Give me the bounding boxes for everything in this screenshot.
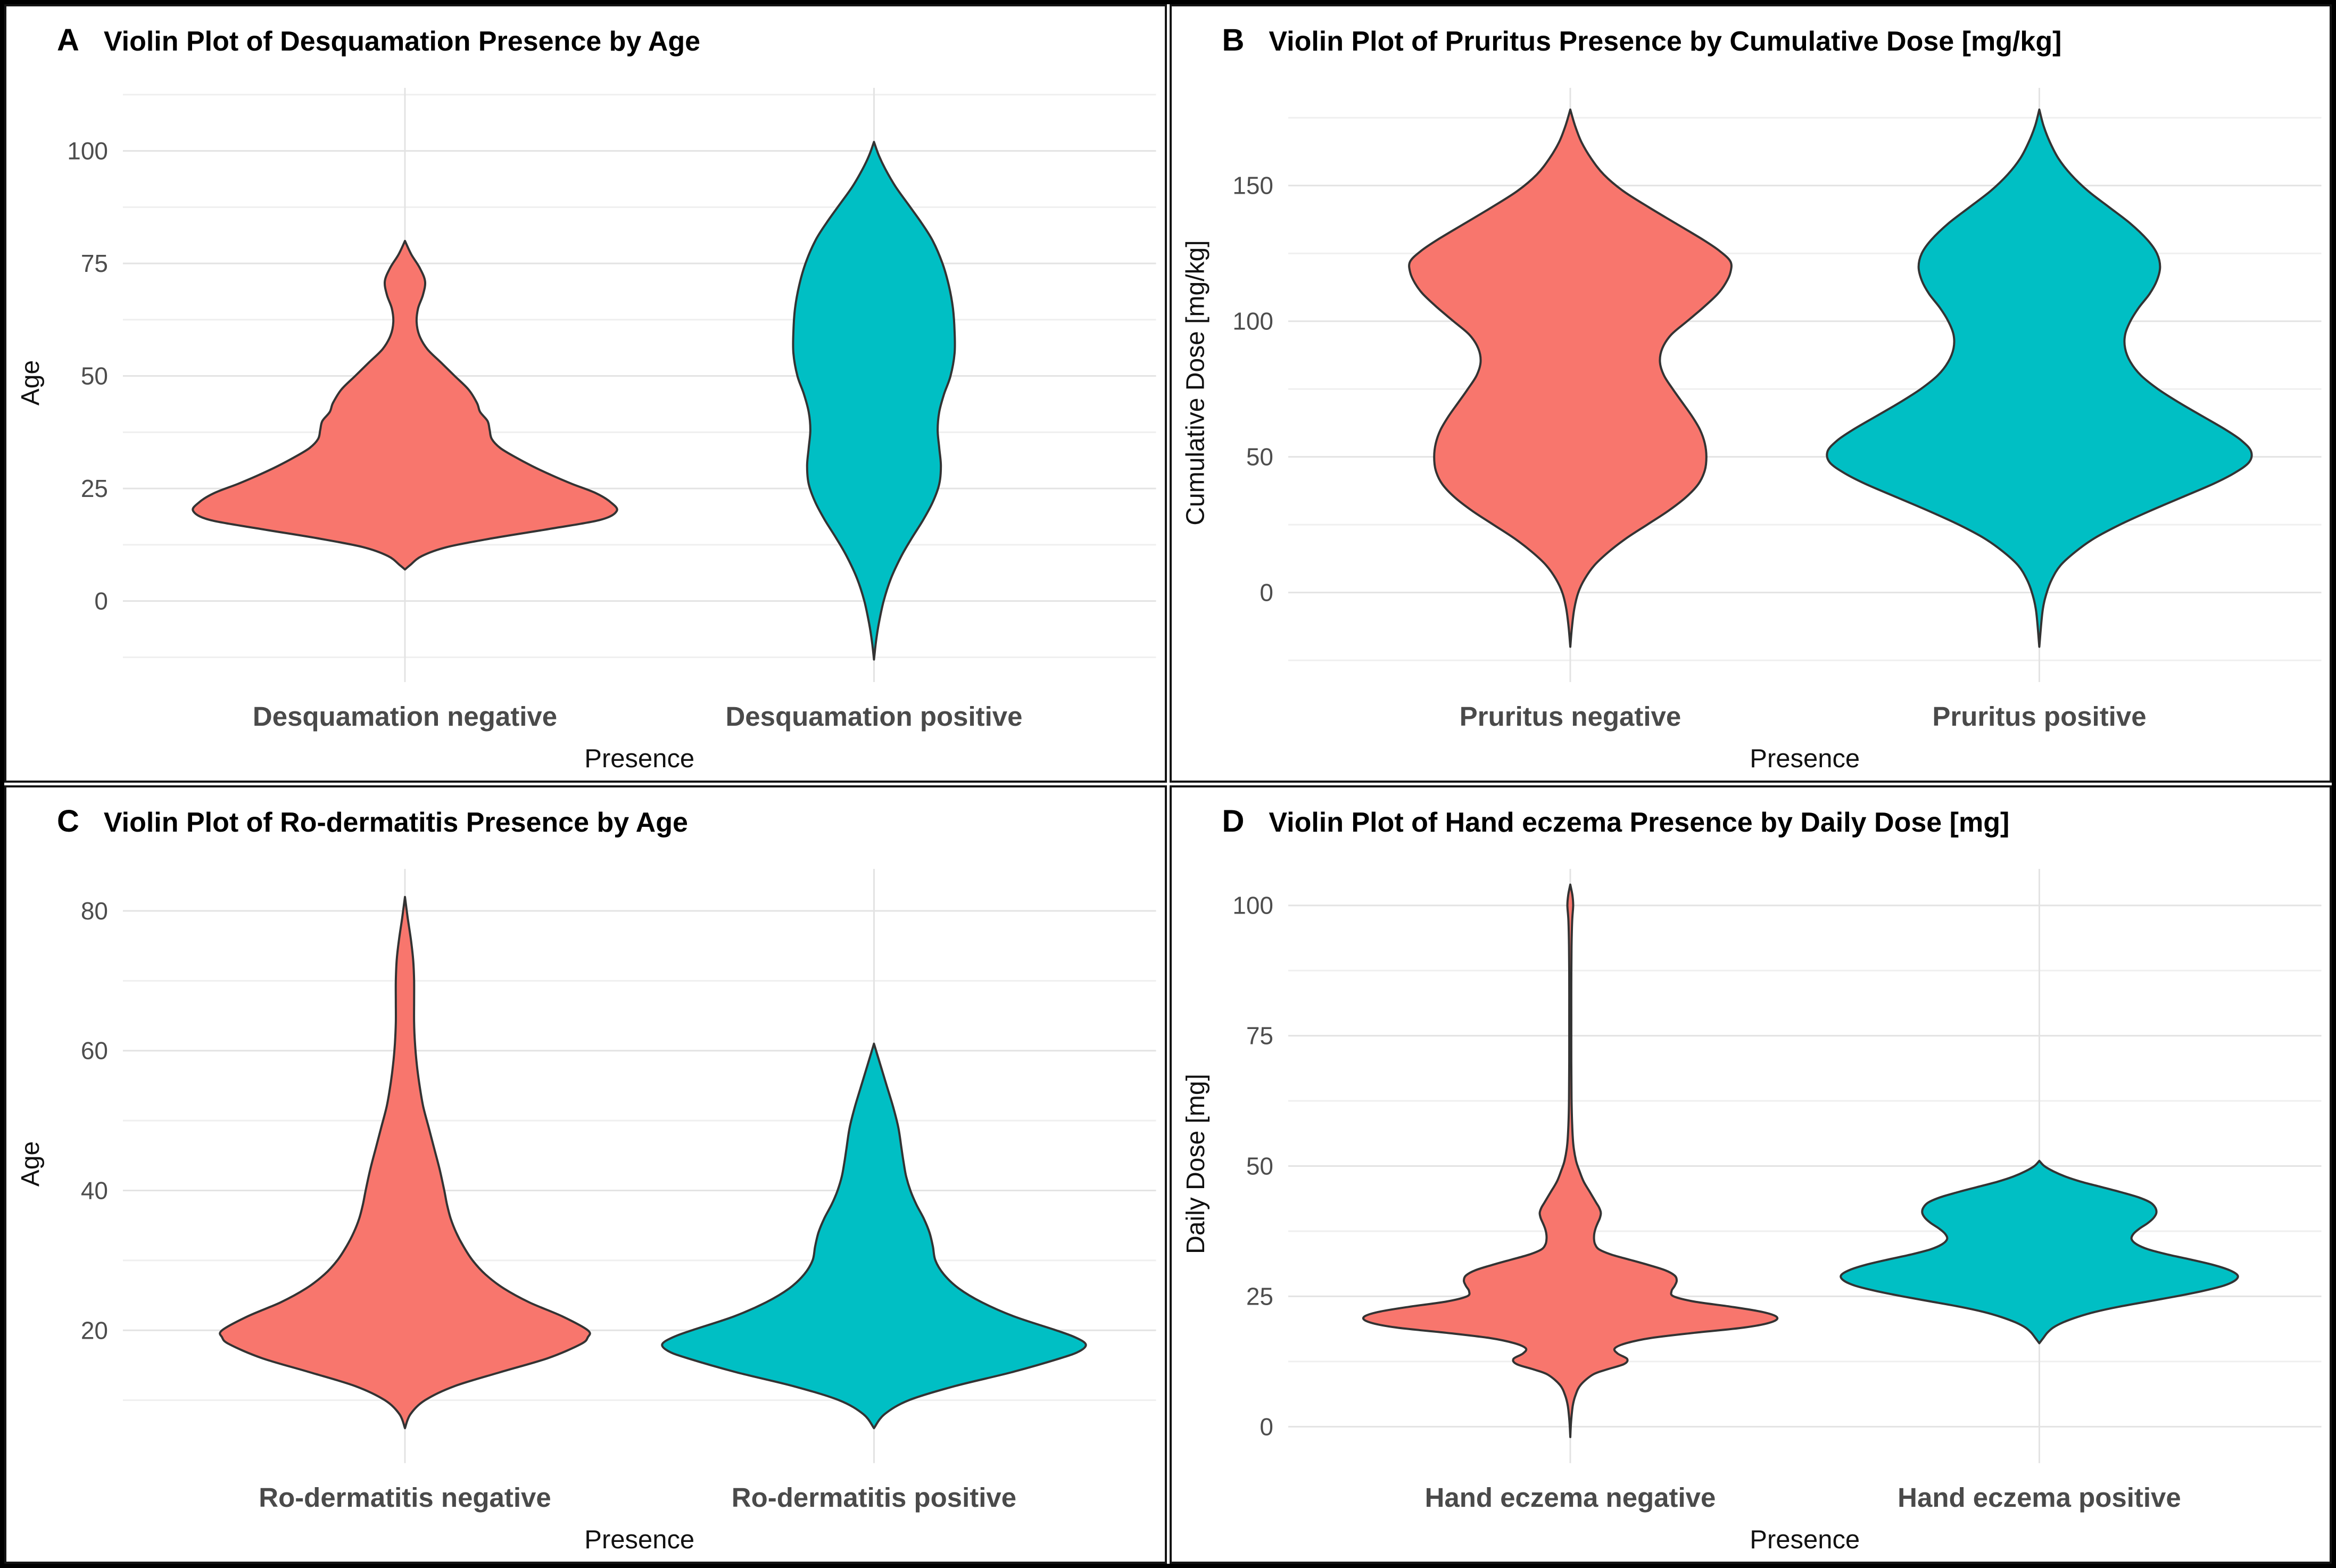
svg-text:50: 50 <box>1246 1152 1273 1180</box>
panel-c: C Violin Plot of Ro-dermatitis Presence … <box>4 785 1167 1564</box>
svg-text:Pruritus positive: Pruritus positive <box>1932 701 2146 732</box>
panel-d-body: Daily Dose [mg] 0 25 50 75 100 Hand eczema ne… <box>1172 865 2330 1562</box>
svg-text:100: 100 <box>1232 308 1273 335</box>
svg-text:0: 0 <box>1260 579 1273 607</box>
svg-text:75: 75 <box>1246 1022 1273 1050</box>
panel-b-y-axis-title: Cumulative Dose [mg/kg] <box>1182 240 1211 526</box>
panel-a-title: Violin Plot of Desquamation Presence by … <box>103 26 701 57</box>
svg-text:Pruritus negative: Pruritus negative <box>1459 701 1680 732</box>
svg-text:100: 100 <box>67 137 108 165</box>
svg-text:50: 50 <box>1246 443 1273 471</box>
panel-d-header: D Violin Plot of Hand eczema Presence by… <box>1172 787 2330 865</box>
panel-b-violin-plot: 0 50 100 150 Pruritus negative Pruritus posit… <box>1232 88 2322 773</box>
svg-text:Desquamation positive: Desquamation positive <box>725 701 1022 732</box>
svg-text:150: 150 <box>1232 172 1273 200</box>
panel-b-header: B Violin Plot of Pruritus Presence by Cu… <box>1172 6 2330 84</box>
svg-text:Presence: Presence <box>1750 744 1860 773</box>
panel-a: A Violin Plot of Desquamation Presence b… <box>4 4 1167 783</box>
svg-text:40: 40 <box>81 1177 108 1205</box>
panel-c-violin-plot: 20 40 60 80 Ro-dermatitis negative Ro-dermati… <box>81 869 1156 1554</box>
panel-c-y-axis-title: Age <box>16 1141 45 1187</box>
svg-text:0: 0 <box>94 587 108 615</box>
panel-b-letter: B <box>1222 23 1245 57</box>
panel-c-header: C Violin Plot of Ro-dermatitis Presence … <box>6 787 1165 865</box>
svg-text:Ro-dermatitis negative: Ro-dermatitis negative <box>259 1482 551 1513</box>
panel-d: D Violin Plot of Hand eczema Presence by… <box>1169 785 2332 1564</box>
svg-text:75: 75 <box>81 250 108 277</box>
panel-d-violin-plot: 0 25 50 75 100 Hand eczema negative Hand eczem… <box>1232 869 2322 1554</box>
svg-text:Ro-dermatitis positive: Ro-dermatitis positive <box>732 1482 1016 1513</box>
panel-a-letter: A <box>57 23 79 57</box>
svg-text:0: 0 <box>1260 1413 1273 1440</box>
panel-d-letter: D <box>1222 804 1245 839</box>
panel-d-y-axis-title: Daily Dose [mg] <box>1182 1074 1211 1254</box>
svg-text:50: 50 <box>81 362 108 390</box>
panel-b-title: Violin Plot of Pruritus Presence by Cumu… <box>1269 26 2062 57</box>
svg-text:20: 20 <box>81 1316 108 1344</box>
svg-text:Presence: Presence <box>1750 1525 1860 1554</box>
panel-a-body: Age 0 25 50 75 100 Desquamation negative Desqu… <box>6 84 1165 781</box>
panel-b-body: Cumulative Dose [mg/kg] 0 50 100 150 Pruritu… <box>1172 84 2330 781</box>
svg-text:Presence: Presence <box>584 1525 694 1554</box>
svg-text:25: 25 <box>1246 1282 1273 1310</box>
svg-text:Hand eczema positive: Hand eczema positive <box>1898 1482 2181 1513</box>
panel-c-letter: C <box>57 804 79 839</box>
svg-text:Hand eczema negative: Hand eczema negative <box>1424 1482 1716 1513</box>
svg-text:25: 25 <box>81 475 108 502</box>
panel-a-violin-plot: 0 25 50 75 100 Desquamation negative Desquamat… <box>67 88 1156 773</box>
panel-a-y-axis-title: Age <box>16 360 45 406</box>
svg-text:Presence: Presence <box>584 744 694 773</box>
panel-b: B Violin Plot of Pruritus Presence by Cu… <box>1169 4 2332 783</box>
svg-text:60: 60 <box>81 1037 108 1065</box>
svg-text:80: 80 <box>81 897 108 925</box>
panel-a-header: A Violin Plot of Desquamation Presence b… <box>6 6 1165 84</box>
svg-text:Desquamation negative: Desquamation negative <box>253 701 557 732</box>
svg-text:100: 100 <box>1232 892 1273 919</box>
panel-c-body: Age 20 40 60 80 Ro-dermatitis negative Ro-der… <box>6 865 1165 1562</box>
panel-d-title: Violin Plot of Hand eczema Presence by D… <box>1269 807 2010 838</box>
panel-c-title: Violin Plot of Ro-dermatitis Presence by… <box>103 807 688 838</box>
